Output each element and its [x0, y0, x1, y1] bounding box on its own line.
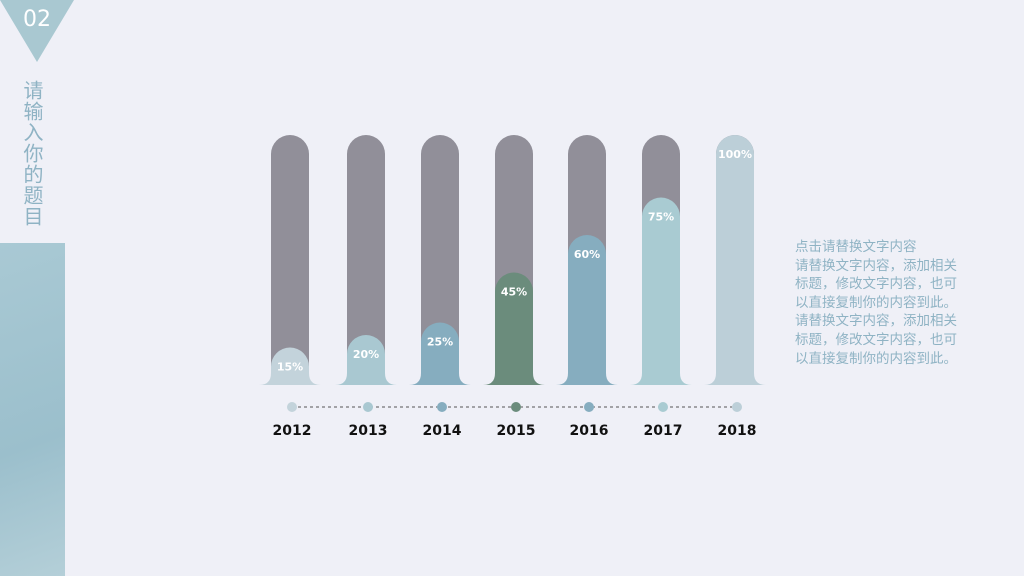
value-label: 25%: [427, 336, 453, 349]
timeline-dot: [732, 402, 742, 412]
text-line: 标题，修改文字内容，也可: [795, 276, 957, 293]
text-line: 以直接复制你的内容到此。: [795, 294, 957, 311]
x-tick-label: 2014: [423, 423, 462, 439]
side-panel: [0, 243, 65, 576]
x-tick-label: 2018: [718, 423, 757, 439]
text-line: 标题，修改文字内容，也可: [795, 331, 957, 348]
timeline-dot: [287, 402, 297, 412]
bar-track: [271, 135, 309, 385]
text-line: 请替换文字内容，添加相关: [795, 313, 957, 330]
x-tick-label: 2012: [273, 423, 312, 439]
bar: [630, 197, 692, 385]
text-heading: 点击请替换文字内容: [795, 239, 917, 255]
bar: [483, 272, 545, 385]
x-tick-label: 2013: [349, 423, 388, 439]
value-label: 100%: [718, 148, 752, 161]
text-line: 以直接复制你的内容到此。: [795, 350, 957, 367]
bar-track: [347, 135, 385, 385]
value-label: 60%: [574, 248, 600, 261]
timeline-dot: [584, 402, 594, 412]
x-tick-label: 2016: [570, 423, 609, 439]
badge-number: 02: [23, 7, 51, 32]
text-line: 请替换文字内容，添加相关: [795, 257, 957, 274]
bar: [409, 322, 471, 385]
bar-track: [421, 135, 459, 385]
bar: [704, 135, 766, 385]
value-label: 45%: [501, 286, 527, 299]
timeline-dot: [437, 402, 447, 412]
value-label: 15%: [277, 361, 303, 374]
text-block: 点击请替换文字内容 请替换文字内容，添加相关 标题，修改文字内容，也可 以直接复…: [795, 238, 957, 368]
timeline-dot: [511, 402, 521, 412]
x-tick-label: 2017: [644, 423, 683, 439]
bar: [259, 347, 321, 385]
bar: [335, 335, 397, 385]
slide-title: 请输入你的题目: [20, 80, 44, 227]
value-label: 20%: [353, 348, 379, 361]
timeline-dot: [363, 402, 373, 412]
x-tick-label: 2015: [497, 423, 536, 439]
bar: [556, 235, 618, 385]
value-label: 75%: [648, 211, 674, 224]
timeline-dot: [658, 402, 668, 412]
badge-shape: [0, 0, 74, 62]
